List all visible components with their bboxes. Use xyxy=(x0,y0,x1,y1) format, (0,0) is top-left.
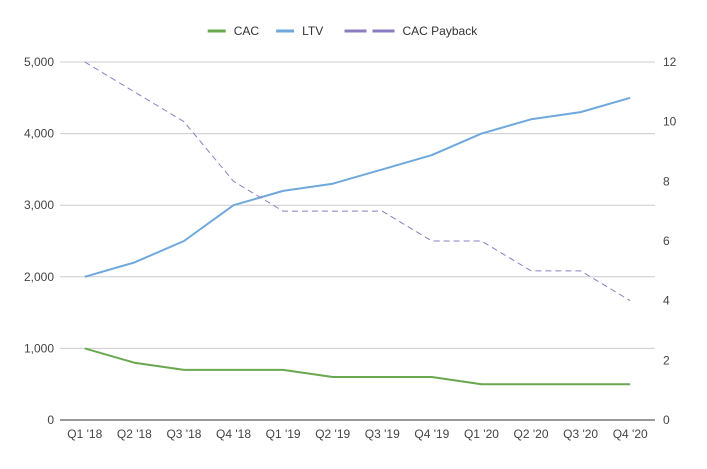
data-point-ltv xyxy=(380,167,385,172)
data-point-ltv xyxy=(281,188,286,193)
x-tick-label: Q4 '20 xyxy=(613,427,648,441)
data-point-ltv xyxy=(628,95,633,100)
data-point-cac xyxy=(578,382,583,387)
y-axis-right: 0 2 4 6 8 10 12 xyxy=(663,55,677,427)
data-point-cac-payback xyxy=(281,209,286,214)
data-point-cac xyxy=(529,382,534,387)
y-axis-left: 0 1,000 2,000 3,000 4,000 5,000 xyxy=(24,55,54,427)
y-left-tick-label: 0 xyxy=(47,413,54,427)
y-left-tick-label: 4,000 xyxy=(24,127,54,141)
legend-label: LTV xyxy=(302,24,323,38)
data-point-ltv xyxy=(132,260,137,265)
y-right-tick-label: 6 xyxy=(663,234,670,248)
data-point-cac-payback xyxy=(479,239,484,244)
legend-item-cac-payback: CAC Payback xyxy=(344,24,479,38)
data-point-ltv xyxy=(529,117,534,122)
series-line-ltv xyxy=(84,96,631,278)
y-left-tick-label: 5,000 xyxy=(24,55,54,69)
x-tick-label: Q1 '19 xyxy=(266,427,301,441)
series-line-cac-payback xyxy=(84,61,631,302)
data-point-cac xyxy=(82,346,87,351)
data-point-cac xyxy=(132,360,137,365)
y-right-tick-label: 2 xyxy=(663,353,670,367)
x-tick-label: Q3 '18 xyxy=(166,427,201,441)
data-point-cac-payback xyxy=(330,209,335,214)
data-point-cac xyxy=(231,367,236,372)
y-right-tick-label: 0 xyxy=(663,413,670,427)
data-point-cac-payback xyxy=(529,268,534,273)
x-tick-label: Q2 '18 xyxy=(117,427,152,441)
data-point-ltv xyxy=(82,274,87,279)
data-point-ltv xyxy=(181,239,186,244)
legend-item-ltv: LTV xyxy=(276,24,323,38)
x-tick-label: Q4 '19 xyxy=(414,427,449,441)
y-right-tick-label: 10 xyxy=(663,115,677,129)
data-point-cac xyxy=(628,382,633,387)
y-left-tick-label: 3,000 xyxy=(24,198,54,212)
data-point-cac-payback xyxy=(429,239,434,244)
data-point-cac xyxy=(330,375,335,380)
x-tick-label: Q1 '18 xyxy=(67,427,102,441)
series-line-cac xyxy=(84,347,631,386)
data-point-cac xyxy=(281,367,286,372)
legend: CAC LTV CAC Payback xyxy=(207,24,479,38)
data-point-cac-payback xyxy=(578,268,583,273)
x-tick-label: Q4 '18 xyxy=(216,427,251,441)
data-point-ltv xyxy=(429,153,434,158)
data-point-cac-payback xyxy=(380,209,385,214)
y-right-tick-label: 8 xyxy=(663,174,670,188)
x-axis: Q1 '18 Q2 '18 Q3 '18 Q4 '18 Q1 '19 Q2 '19 Q3 '… xyxy=(67,427,648,441)
data-point-ltv xyxy=(578,110,583,115)
x-tick-label: Q2 '19 xyxy=(315,427,350,441)
data-point-cac xyxy=(181,367,186,372)
data-point-cac xyxy=(429,375,434,380)
series-lines xyxy=(82,60,633,387)
y-right-tick-label: 12 xyxy=(663,55,677,69)
x-tick-label: Q2 '20 xyxy=(514,427,549,441)
data-point-ltv xyxy=(231,203,236,208)
data-point-cac-payback xyxy=(628,298,633,303)
data-point-ltv xyxy=(330,181,335,186)
data-point-cac-payback xyxy=(132,89,137,94)
x-tick-label: Q3 '19 xyxy=(365,427,400,441)
data-point-cac-payback xyxy=(231,179,236,184)
gridlines xyxy=(60,61,655,421)
x-tick-label: Q3 '20 xyxy=(563,427,598,441)
legend-label: CAC xyxy=(234,24,260,38)
data-point-cac-payback xyxy=(181,119,186,124)
x-tick-label: Q1 '20 xyxy=(464,427,499,441)
data-point-cac xyxy=(380,375,385,380)
legend-label: CAC Payback xyxy=(403,24,479,38)
data-point-ltv xyxy=(479,131,484,136)
y-right-tick-label: 4 xyxy=(663,294,670,308)
y-left-tick-label: 2,000 xyxy=(24,270,54,284)
y-left-tick-label: 1,000 xyxy=(24,341,54,355)
data-point-cac xyxy=(479,382,484,387)
data-point-cac-payback xyxy=(82,60,87,65)
legend-item-cac: CAC xyxy=(207,24,260,38)
